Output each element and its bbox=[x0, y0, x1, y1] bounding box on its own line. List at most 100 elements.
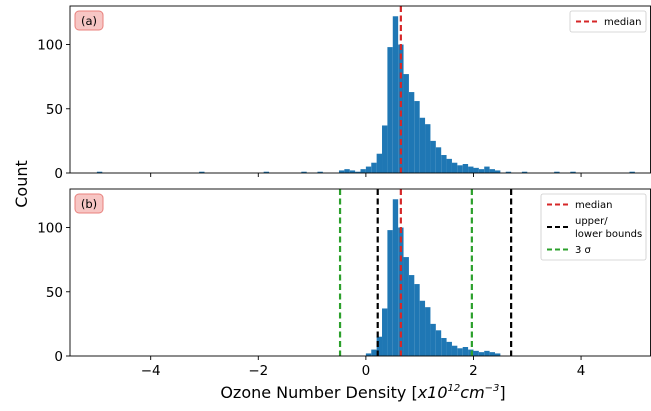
plot-frame bbox=[69, 5, 651, 174]
panel-tag-label: (b) bbox=[81, 197, 97, 211]
histogram-bar bbox=[489, 352, 495, 356]
histogram-bar bbox=[376, 153, 383, 173]
histogram-bar bbox=[441, 155, 447, 173]
histogram-bar bbox=[96, 171, 103, 173]
y-tick-label: 50 bbox=[46, 285, 63, 301]
legend-label-line2: lower bounds bbox=[575, 229, 642, 240]
histogram-bar bbox=[521, 171, 528, 173]
histogram-bar bbox=[451, 162, 458, 173]
y-tick-label: 100 bbox=[37, 221, 63, 237]
histogram-bar bbox=[425, 124, 431, 173]
x-axis-title-unit: x10 bbox=[417, 383, 448, 402]
histogram-bar bbox=[430, 323, 436, 356]
histogram-bar bbox=[398, 44, 404, 173]
histogram-bar bbox=[382, 125, 388, 173]
histogram-bar bbox=[435, 147, 442, 173]
y-tick-label: 100 bbox=[37, 38, 63, 54]
legend: median bbox=[569, 10, 647, 33]
histogram-bar bbox=[392, 16, 399, 174]
histogram-bar bbox=[425, 307, 431, 356]
histogram-bar bbox=[446, 158, 452, 173]
histogram-bar bbox=[570, 171, 576, 173]
panel-a: 0 50 100 (a) median bbox=[37, 5, 651, 182]
histogram-bar bbox=[457, 348, 463, 356]
histogram-bar bbox=[484, 166, 490, 173]
histogram-bar bbox=[478, 169, 485, 173]
histogram-bar bbox=[408, 275, 415, 356]
histogram-bar bbox=[398, 227, 404, 356]
histogram-bar bbox=[365, 166, 372, 173]
histogram-bar bbox=[419, 117, 426, 173]
histogram-bar bbox=[462, 347, 469, 356]
histogram-bar bbox=[414, 101, 420, 173]
legend-label: upper/ bbox=[575, 216, 608, 227]
x-tick-label: −2 bbox=[248, 363, 268, 379]
histogram-bar bbox=[376, 336, 383, 356]
histogram-bar bbox=[365, 353, 372, 356]
histogram-bar bbox=[349, 170, 356, 173]
histogram-bar bbox=[489, 169, 495, 173]
histogram-bar bbox=[494, 170, 501, 173]
x-tick-label: 2 bbox=[469, 363, 478, 379]
histogram-bar bbox=[446, 341, 452, 356]
histogram-bar bbox=[414, 284, 420, 356]
x-axis-title-exp: 12 bbox=[448, 383, 461, 394]
histogram-bar bbox=[408, 92, 415, 173]
x-tick-label: 4 bbox=[577, 363, 586, 379]
histogram-bar bbox=[403, 74, 409, 173]
histogram-bar bbox=[344, 169, 350, 173]
panel-tag: (b) bbox=[74, 193, 104, 214]
histogram-bar bbox=[505, 171, 512, 173]
y-tick-label: 50 bbox=[46, 102, 63, 118]
legend-box bbox=[569, 10, 647, 33]
histogram-bar bbox=[371, 162, 377, 173]
x-axis-title-unit2: cm bbox=[460, 383, 484, 402]
x-axis-title: Ozone Number Density [x1012cm−3] bbox=[220, 383, 505, 402]
histogram-bar bbox=[301, 171, 307, 173]
histogram-bar bbox=[371, 349, 377, 356]
histogram-bar bbox=[317, 171, 323, 173]
histogram-bar bbox=[387, 230, 393, 356]
histogram-bar bbox=[435, 330, 442, 356]
x-axis-title-exp2: −3 bbox=[485, 383, 500, 394]
x-axis-title-prefix: Ozone Number Density [ bbox=[220, 383, 417, 402]
panel-tag-box bbox=[74, 193, 104, 214]
histogram-bar bbox=[468, 166, 474, 173]
panel-b: 0 50 100 −4 −2 0 2 4 (b) median upper/lower bounds… bbox=[37, 188, 651, 379]
x-tick-label: 0 bbox=[362, 363, 371, 379]
histogram-bar bbox=[441, 338, 447, 356]
histogram-bar bbox=[478, 352, 485, 356]
histogram-bar bbox=[355, 171, 361, 173]
x-axis-title-suffix: ] bbox=[499, 383, 505, 402]
histogram-bar bbox=[451, 345, 458, 356]
histogram-bar bbox=[554, 171, 560, 173]
histogram-bar bbox=[382, 308, 388, 356]
x-tick-label: −4 bbox=[141, 363, 161, 379]
histogram-bar bbox=[473, 167, 479, 173]
y-tick-label: 0 bbox=[54, 166, 63, 182]
y-axis-title: Count bbox=[12, 160, 31, 208]
histogram-bar bbox=[494, 353, 501, 356]
histogram-bar bbox=[419, 300, 426, 356]
histogram-bar bbox=[360, 169, 366, 173]
histogram-bar bbox=[387, 47, 393, 173]
histogram-bar bbox=[338, 170, 345, 173]
legend: median upper/lower bounds 3 σ bbox=[540, 193, 647, 261]
histogram-bar bbox=[457, 165, 463, 173]
histogram-bar bbox=[629, 171, 635, 173]
legend-label: median bbox=[604, 17, 642, 28]
histogram-bar bbox=[403, 257, 409, 356]
panel-tag-box bbox=[74, 10, 104, 31]
legend-label: 3 σ bbox=[575, 245, 592, 256]
histogram-bar bbox=[263, 171, 270, 173]
histogram-bar bbox=[473, 350, 479, 356]
panel-tag: (a) bbox=[74, 10, 104, 31]
y-tick-label: 0 bbox=[54, 349, 63, 365]
legend-label: median bbox=[575, 200, 613, 211]
legend-box bbox=[540, 193, 647, 261]
histogram-bar bbox=[392, 199, 399, 356]
histogram-bar bbox=[199, 171, 205, 173]
panel-tag-label: (a) bbox=[81, 14, 97, 28]
histogram-bar bbox=[462, 164, 469, 173]
